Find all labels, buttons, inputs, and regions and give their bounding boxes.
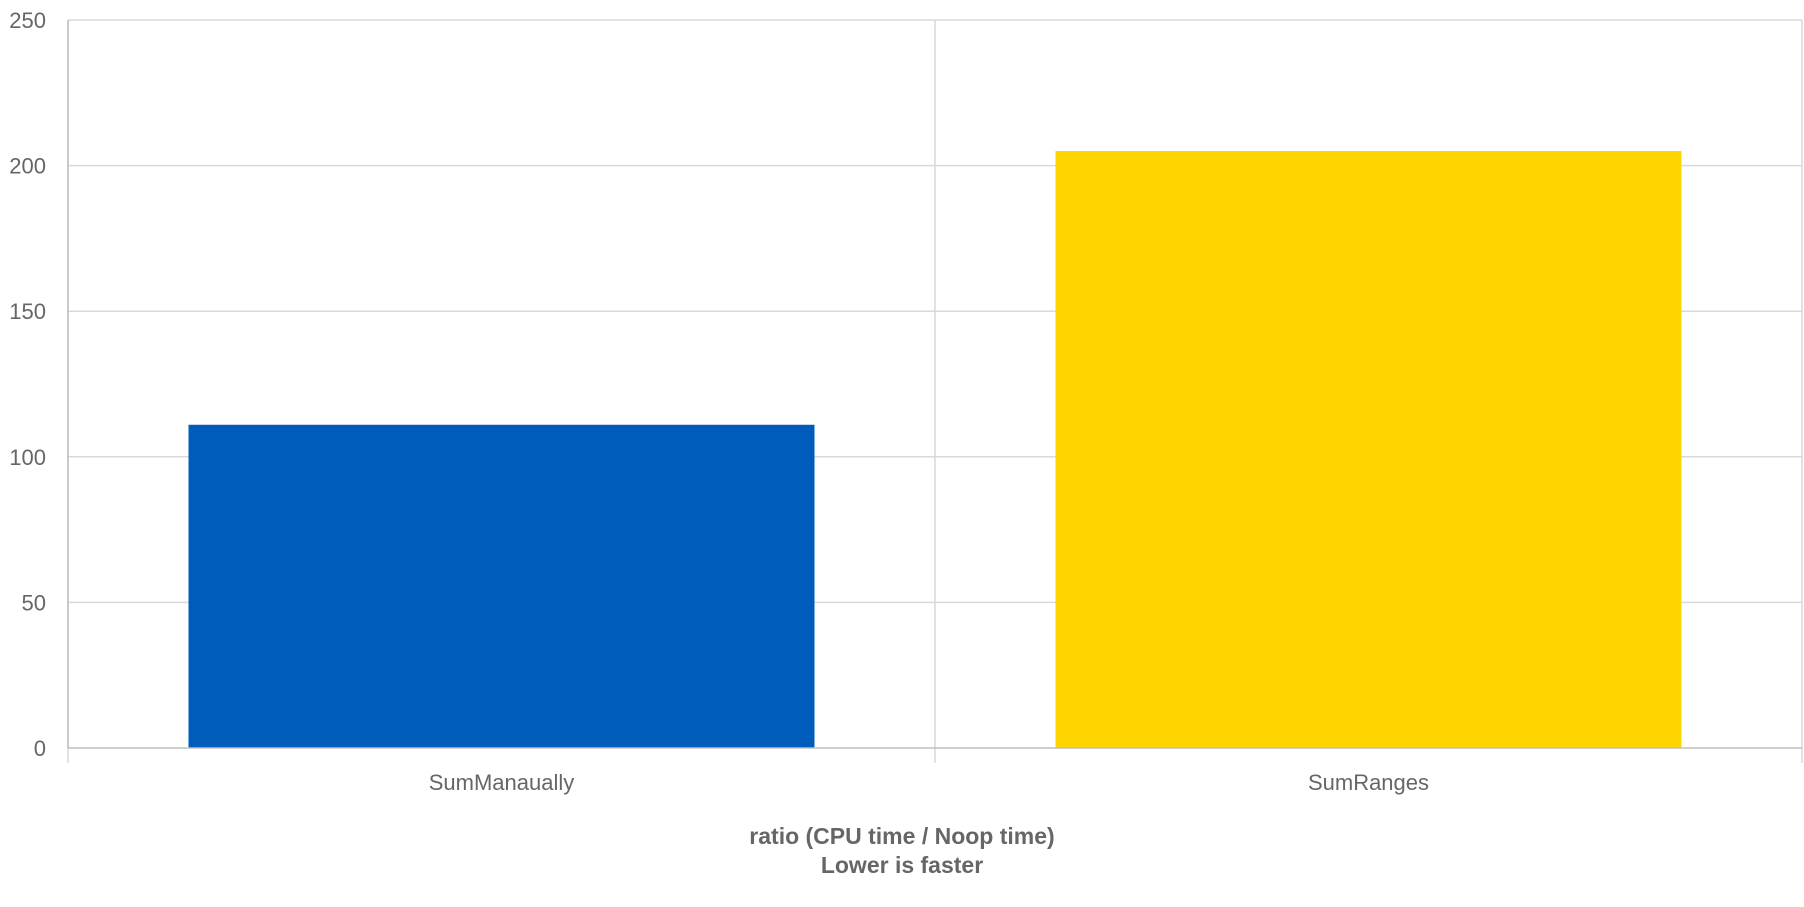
y-tick-label: 50 bbox=[22, 590, 46, 615]
bar-summanaually bbox=[188, 424, 815, 748]
y-tick-label: 100 bbox=[9, 445, 46, 470]
y-tick-label: 0 bbox=[34, 736, 46, 761]
x-tick-label: SumManaually bbox=[429, 770, 575, 795]
y-tick-label: 250 bbox=[9, 8, 46, 33]
y-tick-label: 200 bbox=[9, 154, 46, 179]
x-axis-title-line-1: ratio (CPU time / Noop time) bbox=[749, 823, 1054, 849]
x-tick-label: SumRanges bbox=[1308, 770, 1429, 795]
label-layer: ratio (CPU time / Noop time) Lower is fa… bbox=[749, 823, 1054, 878]
x-axis-title-line-2: Lower is faster bbox=[821, 852, 983, 878]
axis-layer: 0 50 100 150 200 250 SumManaually SumRanges bbox=[9, 8, 1802, 795]
bar-sumranges bbox=[1055, 151, 1682, 749]
y-tick-label: 150 bbox=[9, 299, 46, 324]
bar-layer bbox=[188, 151, 1682, 749]
